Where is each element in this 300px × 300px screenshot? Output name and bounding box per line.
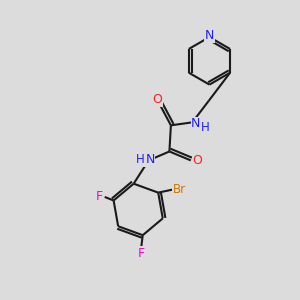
Text: H: H bbox=[201, 121, 210, 134]
Text: O: O bbox=[153, 93, 163, 106]
Text: N: N bbox=[205, 29, 214, 42]
Text: Br: Br bbox=[172, 183, 186, 196]
Text: O: O bbox=[192, 154, 202, 167]
Text: F: F bbox=[138, 247, 145, 260]
Text: F: F bbox=[96, 190, 103, 203]
Text: H: H bbox=[136, 153, 145, 166]
Text: N: N bbox=[146, 153, 155, 166]
Text: N: N bbox=[191, 117, 200, 130]
